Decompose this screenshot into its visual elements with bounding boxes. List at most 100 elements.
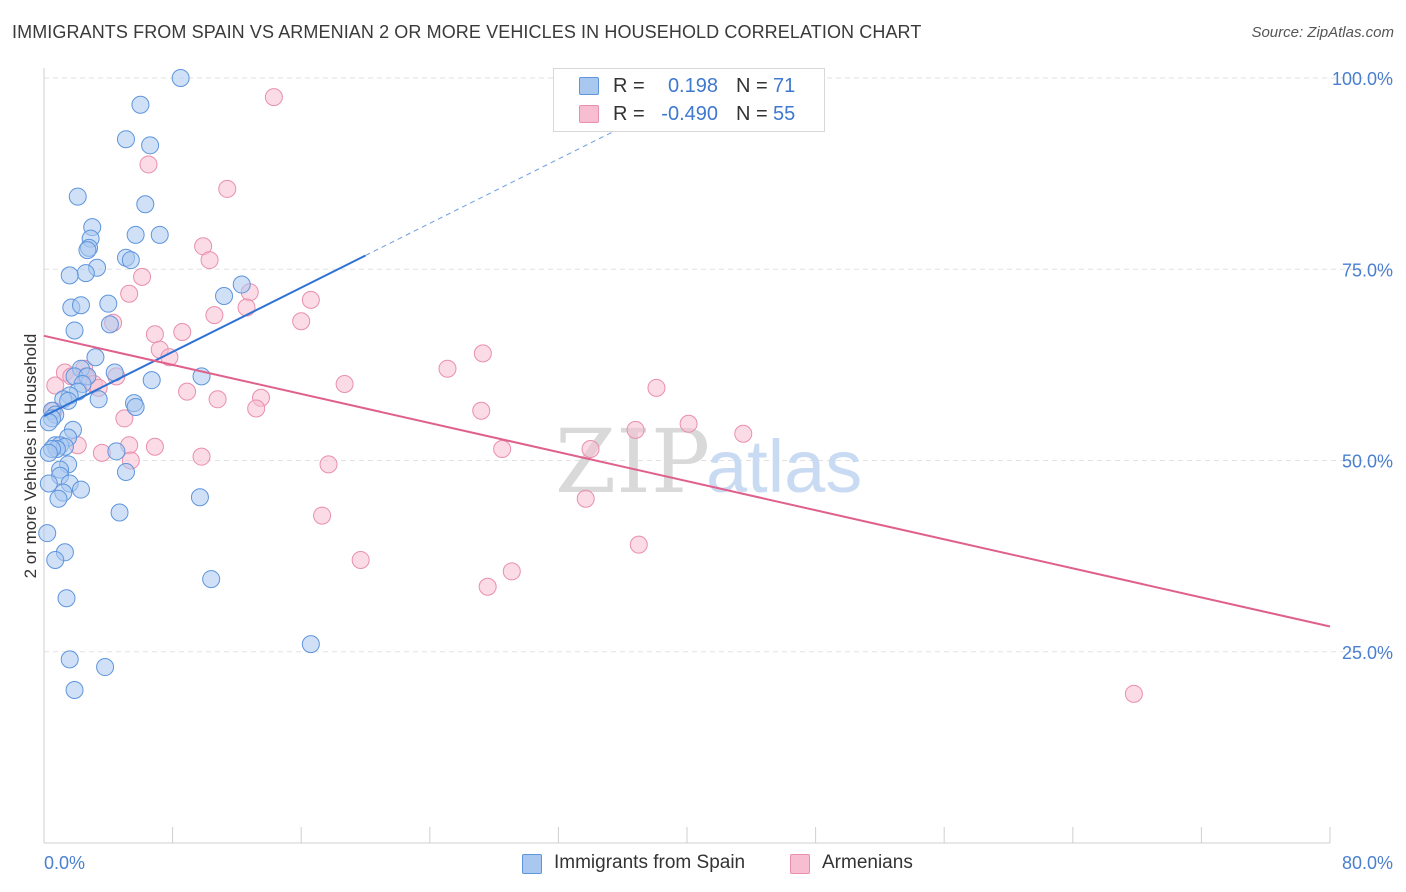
legend-n-value: 71 <box>773 75 796 97</box>
spain-point <box>57 589 76 608</box>
spain-point <box>86 348 105 367</box>
armenian-point <box>576 489 595 508</box>
spain-point <box>110 503 129 522</box>
legend-row-spain: R = 0.198 N = 71 <box>554 73 824 101</box>
y-tick-label: 25.0% <box>1342 643 1393 663</box>
spain-point <box>100 315 119 334</box>
armenian-swatch-icon <box>579 105 599 123</box>
armenian-point <box>629 535 648 554</box>
armenian-point <box>313 506 332 525</box>
armenian-point <box>438 359 457 378</box>
armenian-point <box>581 440 600 459</box>
armenian-point <box>46 376 65 395</box>
armenian-point <box>192 447 211 466</box>
spain-point <box>116 130 135 149</box>
spain-points <box>38 69 320 699</box>
armenian-point <box>626 420 645 439</box>
spain-point <box>190 488 209 507</box>
spain-point <box>96 658 115 677</box>
legend-label-armenian: Armenians <box>822 852 913 873</box>
x-tick-label: 0.0% <box>44 853 85 873</box>
spain-point <box>65 321 84 340</box>
armenian-point <box>218 179 237 198</box>
armenian-point <box>473 344 492 363</box>
armenian-point <box>647 378 666 397</box>
y-axis-title: 2 or more Vehicles in Household <box>21 334 40 579</box>
legend-label-spain: Immigrants from Spain <box>554 852 746 873</box>
spain-point <box>142 371 161 390</box>
legend-n-label: N = <box>736 103 768 125</box>
spain-point <box>150 225 169 244</box>
series-legend: Immigrants from Spain Armenians <box>0 852 1406 876</box>
armenian-point <box>139 155 158 174</box>
spain-point <box>131 95 150 114</box>
spain-trend-line <box>43 254 366 418</box>
armenian-point <box>133 267 152 286</box>
spain-point <box>60 650 79 669</box>
spain-legend-icon <box>522 854 542 874</box>
legend-n-label: N = <box>736 75 768 97</box>
spain-point <box>68 187 87 206</box>
armenian-point <box>734 424 753 443</box>
armenian-point <box>679 414 698 433</box>
spain-point <box>46 550 65 569</box>
spain-point <box>126 397 145 416</box>
x-tick-label: 80.0% <box>1342 853 1393 873</box>
spain-point <box>39 474 58 493</box>
legend-n-value: 55 <box>773 103 796 125</box>
y-tick-label: 75.0% <box>1342 260 1393 280</box>
legend-r-label: R = <box>613 75 645 97</box>
armenian-point <box>237 298 256 317</box>
spain-point <box>232 275 251 294</box>
armenian-point <box>472 401 491 420</box>
armenian-point <box>208 390 227 409</box>
armenian-point <box>319 455 338 474</box>
armenian-point <box>178 382 197 401</box>
spain-point <box>99 294 118 313</box>
spain-point <box>76 264 95 283</box>
watermark-atlas: atlas <box>706 425 862 508</box>
spain-point <box>121 251 140 270</box>
armenian-point <box>264 88 283 107</box>
armenian-point <box>502 562 521 581</box>
spain-point <box>126 225 145 244</box>
source-label: Source: ZipAtlas.com <box>1251 24 1394 41</box>
armenian-point <box>247 399 266 418</box>
spain-point <box>107 442 126 461</box>
spain-point <box>39 413 58 432</box>
armenian-point <box>145 325 164 344</box>
spain-swatch-icon <box>579 77 599 95</box>
spain-point <box>49 489 68 508</box>
spain-point <box>215 287 234 306</box>
y-tick-label: 100.0% <box>1332 69 1393 89</box>
spain-point <box>202 570 221 589</box>
armenian-point <box>335 375 354 393</box>
grid-lines <box>44 77 1392 653</box>
tick-labels: 25.0% 50.0% 75.0% 100.0% 0.0% 80.0% <box>44 69 1393 873</box>
armenian-point <box>145 437 164 456</box>
armenian-point <box>115 409 134 428</box>
chart-title: IMMIGRANTS FROM SPAIN VS ARMENIAN 2 OR M… <box>12 22 922 42</box>
legend-r-label: R = <box>613 103 645 125</box>
y-tick-label: 50.0% <box>1342 452 1393 472</box>
armenian-point <box>200 251 219 270</box>
armenian-point <box>205 306 224 325</box>
spain-point <box>78 241 97 260</box>
legend-r-value: -0.490 <box>661 103 718 125</box>
armenian-point <box>1124 684 1143 703</box>
spain-point <box>71 296 90 315</box>
legend-row-armenian: R = -0.490 N = 55 <box>554 101 824 129</box>
spain-point <box>65 681 84 699</box>
spain-point <box>38 524 57 543</box>
spain-point <box>89 390 108 409</box>
armenian-point <box>301 290 320 309</box>
spain-point <box>116 462 135 481</box>
spain-point <box>60 266 79 285</box>
armenian-point <box>173 322 192 341</box>
spain-point <box>71 480 90 499</box>
armenian-point <box>493 440 512 459</box>
spain-point <box>39 443 58 462</box>
armenian-points <box>44 88 1143 703</box>
spain-point <box>141 136 160 155</box>
